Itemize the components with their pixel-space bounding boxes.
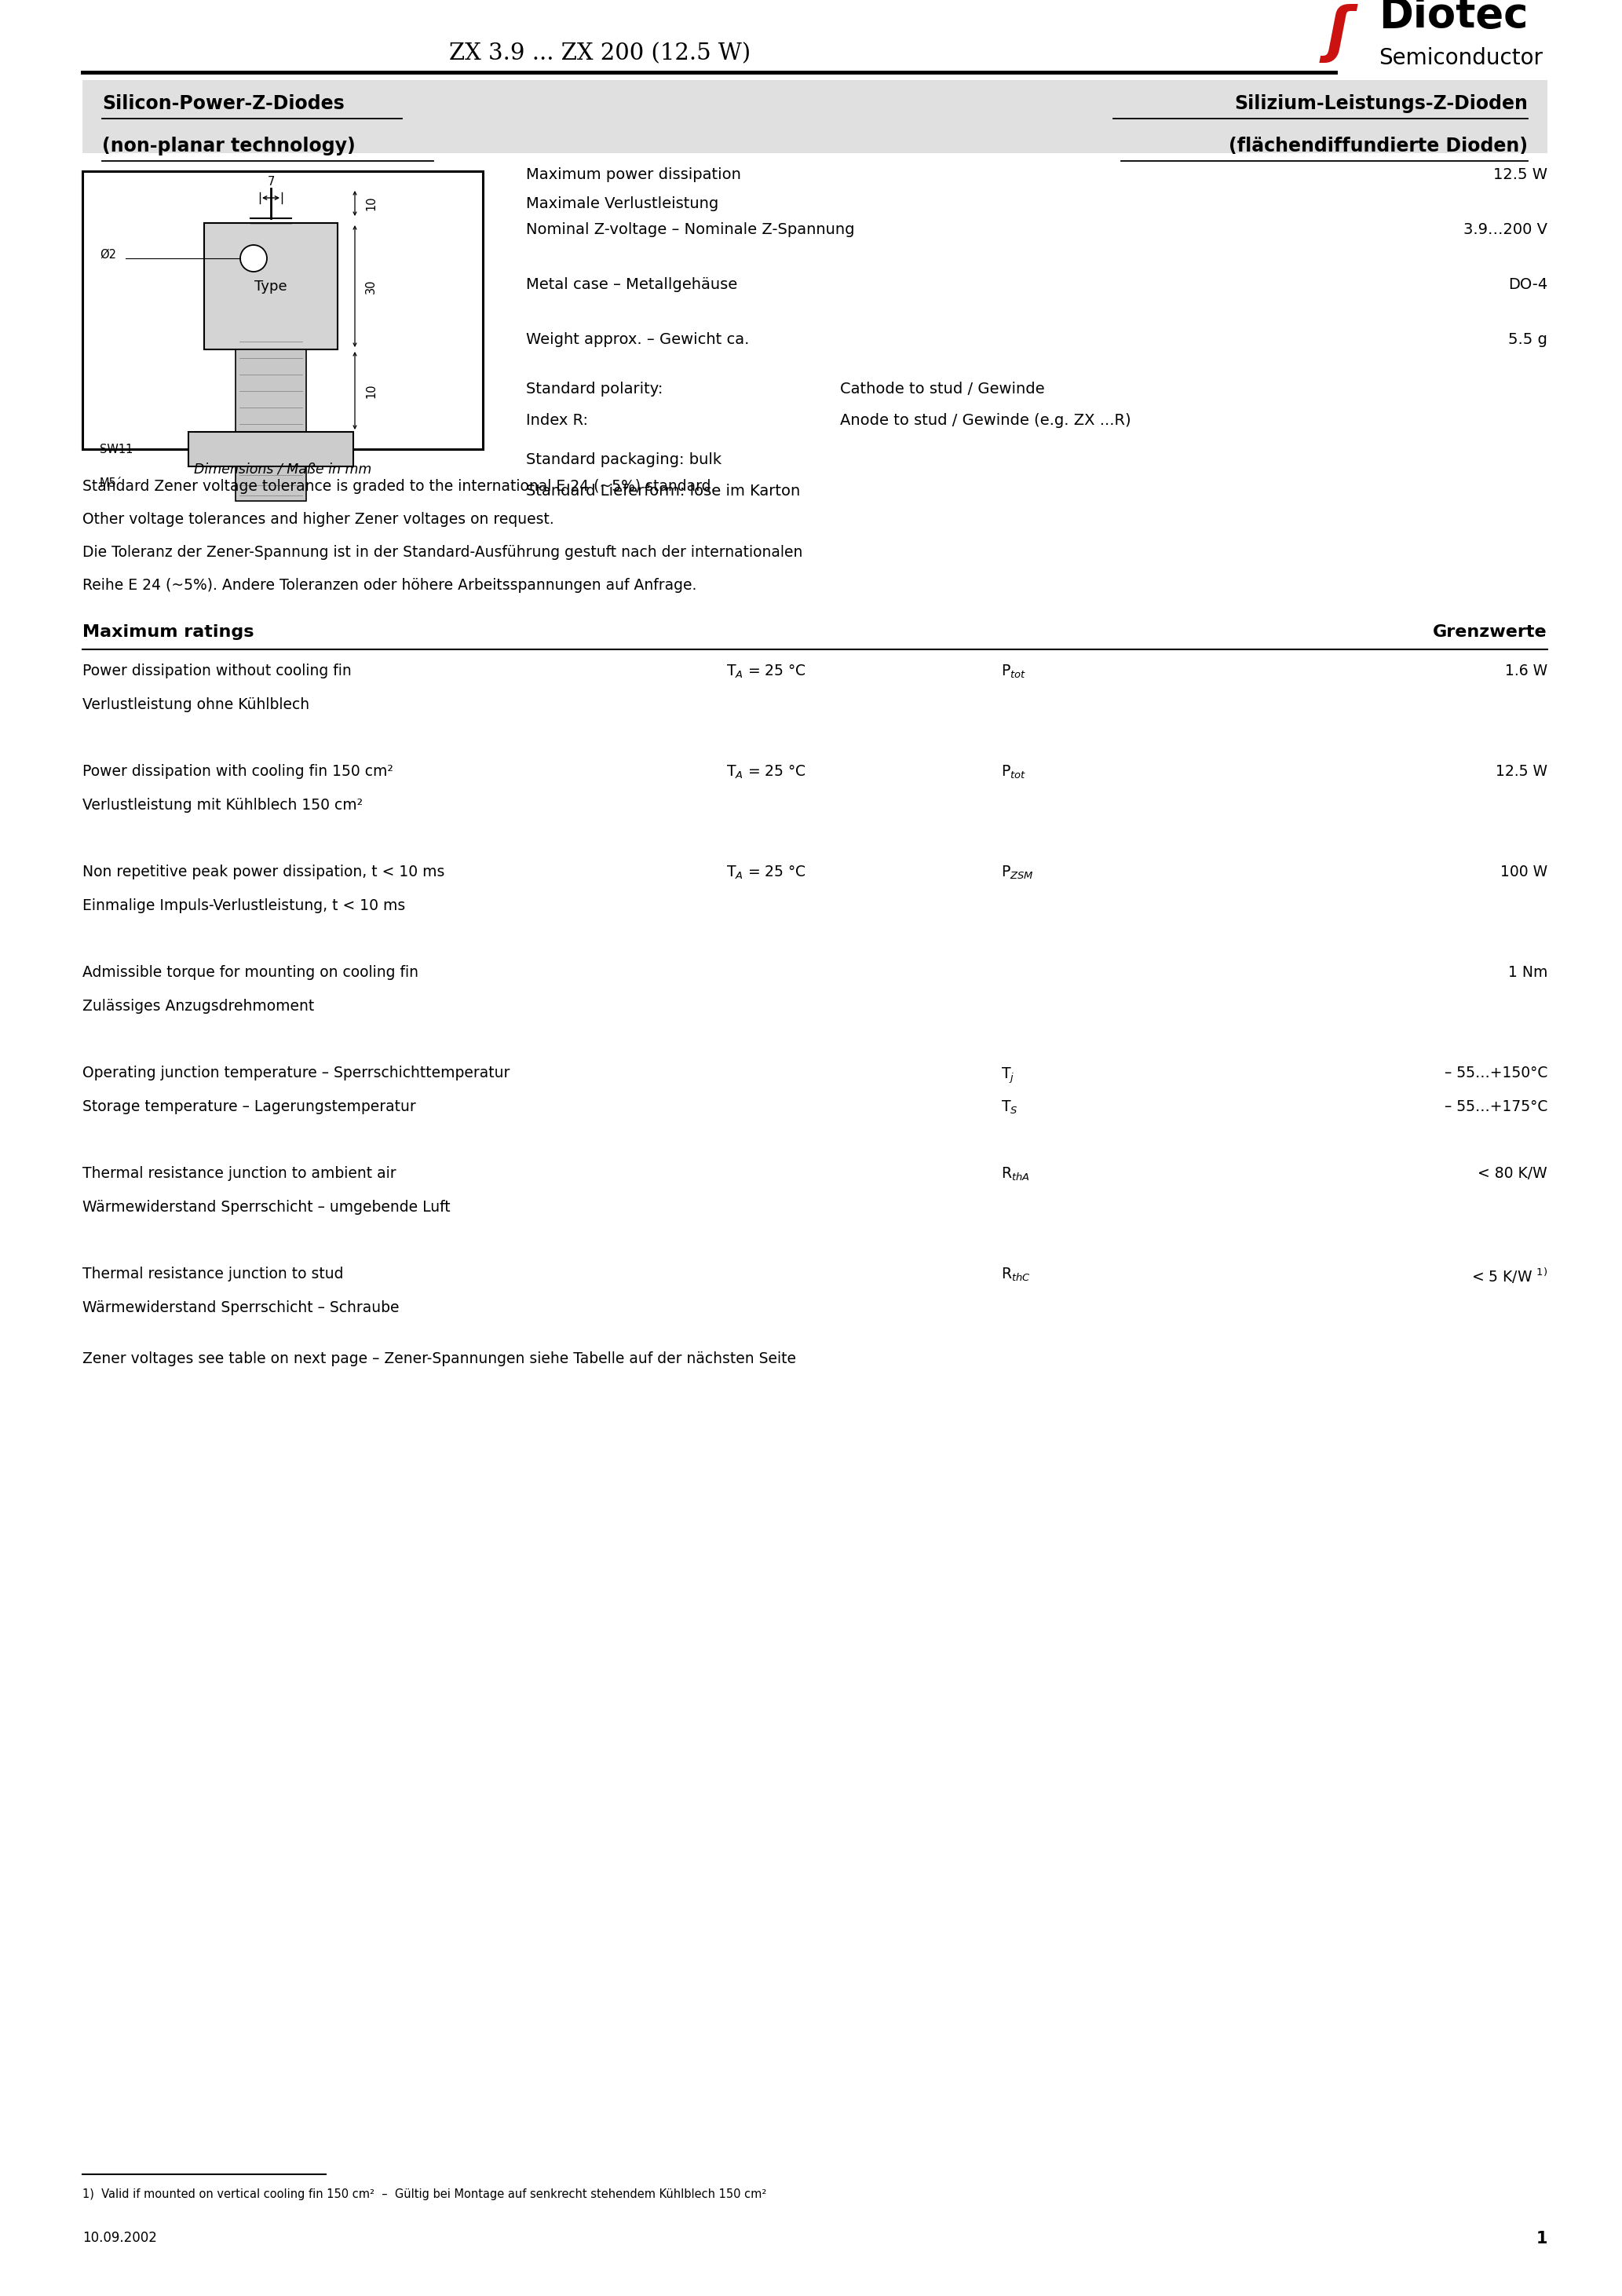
Text: 5.5 g: 5.5 g [1508, 333, 1547, 347]
Text: Semiconductor: Semiconductor [1379, 48, 1543, 69]
Text: Type: Type [255, 280, 287, 294]
Text: ʃ: ʃ [1327, 5, 1351, 62]
Text: 10: 10 [365, 195, 376, 211]
Text: P$_{tot}$: P$_{tot}$ [1001, 765, 1027, 781]
FancyBboxPatch shape [235, 349, 307, 432]
Text: – 55…+150°C: – 55…+150°C [1444, 1065, 1547, 1081]
Text: Standard Lieferform: lose im Karton: Standard Lieferform: lose im Karton [526, 484, 800, 498]
Text: Metal case – Metallgehäuse: Metal case – Metallgehäuse [526, 278, 738, 292]
Text: < 5 K/W $^{1)}$: < 5 K/W $^{1)}$ [1471, 1267, 1547, 1286]
Text: 3.9…200 V: 3.9…200 V [1463, 223, 1547, 236]
Text: R$_{thA}$: R$_{thA}$ [1001, 1166, 1030, 1182]
Text: Wärmewiderstand Sperrschicht – umgebende Luft: Wärmewiderstand Sperrschicht – umgebende… [83, 1201, 451, 1215]
Text: Standard packaging: bulk: Standard packaging: bulk [526, 452, 722, 466]
Text: T$_j$: T$_j$ [1001, 1065, 1015, 1084]
Text: Nominal Z-voltage – Nominale Z-Spannung: Nominal Z-voltage – Nominale Z-Spannung [526, 223, 855, 236]
FancyBboxPatch shape [204, 223, 337, 349]
Text: 7: 7 [268, 177, 274, 188]
Text: Storage temperature – Lagerungstemperatur: Storage temperature – Lagerungstemperatu… [83, 1100, 415, 1114]
Text: T$_A$ = 25 °C: T$_A$ = 25 °C [727, 664, 806, 680]
Text: ZX 3.9 ... ZX 200 (12.5 W): ZX 3.9 ... ZX 200 (12.5 W) [449, 41, 751, 64]
Text: 12.5 W: 12.5 W [1495, 765, 1547, 778]
Text: Silizium-Leistungs-Z-Dioden: Silizium-Leistungs-Z-Dioden [1234, 94, 1528, 113]
Text: DO-4: DO-4 [1508, 278, 1547, 292]
Text: Other voltage tolerances and higher Zener voltages on request.: Other voltage tolerances and higher Zene… [83, 512, 555, 526]
Text: Standard Zener voltage tolerance is graded to the international E 24 (~5%) stand: Standard Zener voltage tolerance is grad… [83, 480, 715, 494]
Text: 1)  Valid if mounted on vertical cooling fin 150 cm²  –  Gültig bei Montage auf : 1) Valid if mounted on vertical cooling … [83, 2188, 767, 2200]
Text: T$_A$ = 25 °C: T$_A$ = 25 °C [727, 765, 806, 781]
FancyBboxPatch shape [83, 80, 1547, 154]
Text: 1: 1 [1536, 2232, 1547, 2245]
FancyBboxPatch shape [188, 432, 354, 466]
Text: Thermal resistance junction to ambient air: Thermal resistance junction to ambient a… [83, 1166, 396, 1180]
Text: Power dissipation with cooling fin 150 cm²: Power dissipation with cooling fin 150 c… [83, 765, 393, 778]
Text: Anode to stud / Gewinde (e.g. ZX ...R): Anode to stud / Gewinde (e.g. ZX ...R) [840, 413, 1131, 427]
Text: P$_{ZSM}$: P$_{ZSM}$ [1001, 866, 1033, 882]
Text: P$_{tot}$: P$_{tot}$ [1001, 664, 1027, 680]
Text: SW11: SW11 [99, 443, 133, 455]
Text: Non repetitive peak power dissipation, t < 10 ms: Non repetitive peak power dissipation, t… [83, 866, 444, 879]
Text: Standard polarity:: Standard polarity: [526, 381, 663, 397]
Text: 10.09.2002: 10.09.2002 [83, 2232, 157, 2245]
Text: T$_S$: T$_S$ [1001, 1100, 1019, 1116]
Text: Thermal resistance junction to stud: Thermal resistance junction to stud [83, 1267, 344, 1281]
Text: Maximale Verlustleistung: Maximale Verlustleistung [526, 195, 719, 211]
Text: 30: 30 [365, 278, 376, 294]
Text: Power dissipation without cooling fin: Power dissipation without cooling fin [83, 664, 352, 677]
Text: 12.5 W: 12.5 W [1494, 168, 1547, 181]
Text: (flächendiffundierte Dioden): (flächendiffundierte Dioden) [1229, 138, 1528, 156]
Text: 10: 10 [365, 383, 376, 397]
Text: Ø2: Ø2 [99, 248, 117, 259]
Text: Diotec: Diotec [1379, 0, 1528, 37]
Text: 1 Nm: 1 Nm [1508, 964, 1547, 980]
Text: Weight approx. – Gewicht ca.: Weight approx. – Gewicht ca. [526, 333, 749, 347]
Circle shape [240, 246, 268, 271]
Text: Verlustleistung ohne Kühlblech: Verlustleistung ohne Kühlblech [83, 698, 310, 712]
Text: R$_{thC}$: R$_{thC}$ [1001, 1267, 1030, 1283]
Text: Cathode to stud / Gewinde: Cathode to stud / Gewinde [840, 381, 1045, 397]
Text: Einmalige Impuls-Verlustleistung, t < 10 ms: Einmalige Impuls-Verlustleistung, t < 10… [83, 898, 406, 914]
Text: 1.6 W: 1.6 W [1505, 664, 1547, 677]
Text: Zulässiges Anzugsdrehmoment: Zulässiges Anzugsdrehmoment [83, 999, 315, 1015]
Text: Silicon-Power-Z-Diodes: Silicon-Power-Z-Diodes [102, 94, 344, 113]
Text: Wärmewiderstand Sperrschicht – Schraube: Wärmewiderstand Sperrschicht – Schraube [83, 1300, 399, 1316]
Text: Verlustleistung mit Kühlblech 150 cm²: Verlustleistung mit Kühlblech 150 cm² [83, 797, 363, 813]
Text: (non-planar technology): (non-planar technology) [102, 138, 355, 156]
Text: Die Toleranz der Zener-Spannung ist in der Standard-Ausführung gestuft nach der : Die Toleranz der Zener-Spannung ist in d… [83, 544, 803, 560]
Text: Operating junction temperature – Sperrschichttemperatur: Operating junction temperature – Sperrsc… [83, 1065, 509, 1081]
Text: T$_A$ = 25 °C: T$_A$ = 25 °C [727, 866, 806, 882]
Text: Dimensions / Maße in mm: Dimensions / Maße in mm [193, 461, 371, 475]
Text: – 55…+175°C: – 55…+175°C [1444, 1100, 1547, 1114]
Text: M5´: M5´ [99, 478, 123, 489]
FancyBboxPatch shape [235, 466, 307, 501]
Text: Maximum ratings: Maximum ratings [83, 625, 255, 641]
Text: Index R:: Index R: [526, 413, 589, 427]
Text: Maximum power dissipation: Maximum power dissipation [526, 168, 741, 181]
Text: Reihe E 24 (~5%). Andere Toleranzen oder höhere Arbeitsspannungen auf Anfrage.: Reihe E 24 (~5%). Andere Toleranzen oder… [83, 579, 697, 592]
Text: Admissible torque for mounting on cooling fin: Admissible torque for mounting on coolin… [83, 964, 418, 980]
Text: < 80 K/W: < 80 K/W [1478, 1166, 1547, 1180]
Text: Grenzwerte: Grenzwerte [1434, 625, 1547, 641]
FancyBboxPatch shape [83, 172, 483, 450]
Text: Zener voltages see table on next page – Zener-Spannungen siehe Tabelle auf der n: Zener voltages see table on next page – … [83, 1352, 796, 1366]
Text: 100 W: 100 W [1500, 866, 1547, 879]
